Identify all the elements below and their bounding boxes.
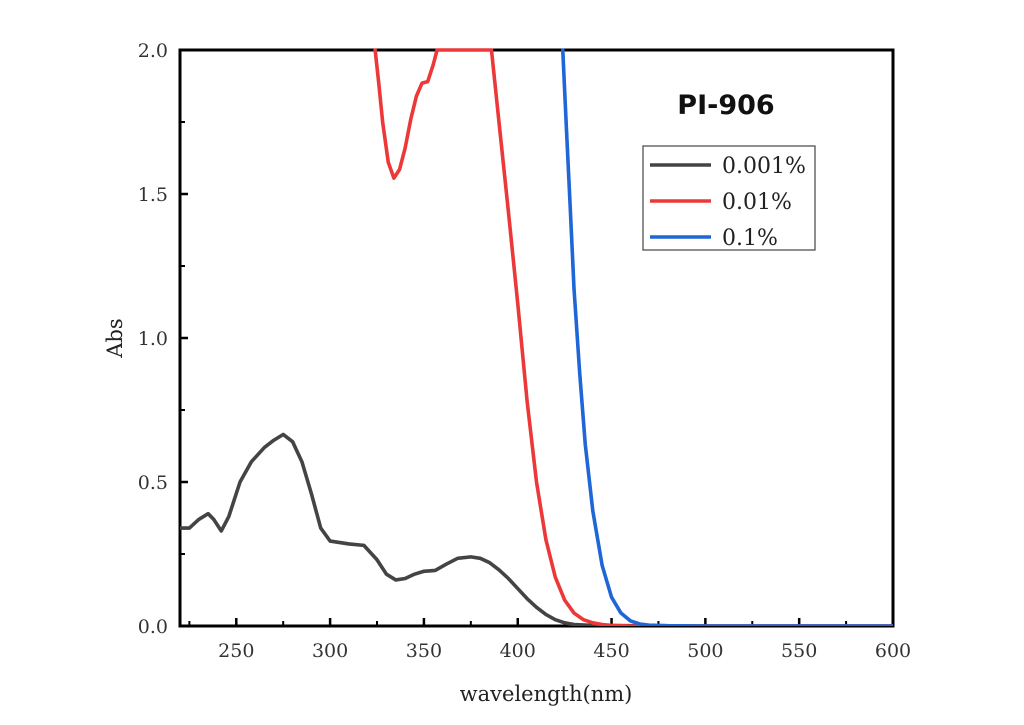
series-line-2 [373,48,893,626]
legend-label: 0.1% [722,226,778,251]
x-tick-label: 500 [687,640,723,662]
chart-title: PI-906 [677,90,774,121]
y-tick-label: 1.5 [138,184,168,206]
legend-label: 0.01% [722,190,792,215]
x-tick-label: 450 [593,640,629,662]
x-tick-label: 600 [875,640,911,662]
y-axis-title: Abs [103,318,127,358]
series-line-1 [180,432,893,626]
x-axis-title: wavelength(nm) [460,682,633,706]
y-tick-label: 0.0 [138,616,168,638]
legend: 0.001% 0.01% 0.1% [642,145,816,251]
axis-ticks: 250 300 350 400 450 500 550 600 0.0 0.5 1.0 1.5 2.0 [138,40,911,662]
y-tick-label: 2.0 [138,40,168,62]
x-tick-label: 400 [500,640,536,662]
series-layer [180,48,893,626]
x-tick-label: 250 [218,640,254,662]
y-tick-label: 1.0 [138,328,168,350]
series-line-3 [560,48,893,626]
y-tick-label: 0.5 [138,472,168,494]
x-tick-label: 300 [312,640,348,662]
x-tick-label: 550 [781,640,817,662]
legend-label: 0.001% [722,154,806,179]
x-tick-label: 350 [406,640,442,662]
plot-area-frame [178,48,895,628]
